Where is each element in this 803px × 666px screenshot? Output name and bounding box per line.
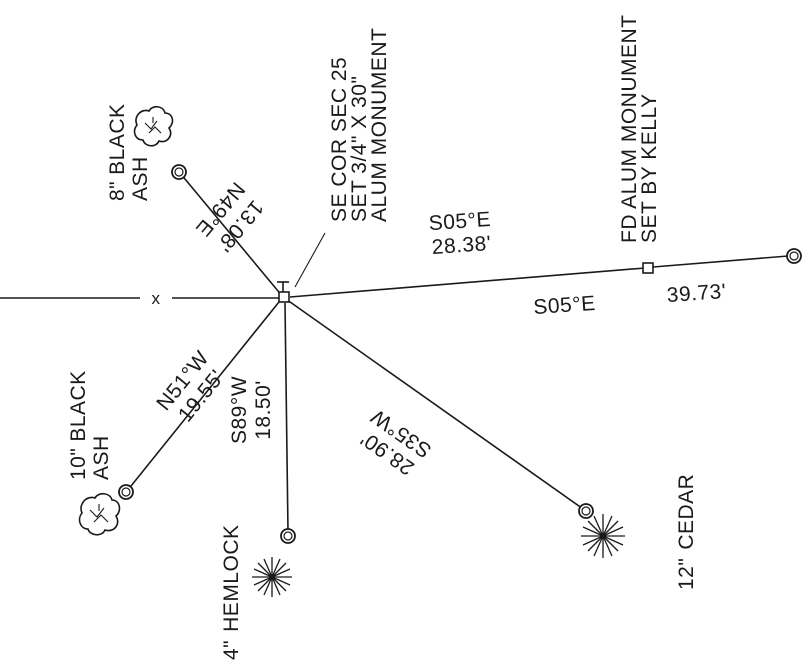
tree-species-line-2: ASH [90, 435, 113, 480]
monument-leader-line [294, 232, 326, 288]
deciduous-tree-icon [133, 105, 174, 147]
deciduous-tree-icon [78, 492, 121, 536]
conifer-tree-icon [252, 557, 292, 597]
svg-text:10"BLACK: 10" BLACK [67, 370, 90, 480]
section-line: x [0, 289, 283, 308]
course-label-beyond: 39.73' [666, 280, 727, 307]
monument-label-line-3: ALUM MONUMENT [368, 28, 391, 222]
course-label-hemlock: S89°W 18.50' [228, 376, 275, 444]
tree-label-black-ash-8: 8" BLACK ASH [106, 103, 152, 201]
tie-line-hemlock [284, 302, 289, 533]
course-distance: 18.50' [252, 380, 275, 440]
found-monument-symbol [642, 262, 654, 274]
found-monument-label-line-2: SET BY KELLY [638, 93, 661, 243]
tree-species: BLACK [67, 370, 90, 441]
tree-species: BLACK [106, 103, 129, 174]
tie-line-black-ash-8 [179, 172, 284, 298]
tree-species-line-2: ASH [129, 156, 152, 201]
tree-location-circle [171, 164, 187, 180]
tie-line-found-monument [289, 267, 646, 298]
tree-location-circle [578, 503, 594, 519]
course-bearing: S89°W [228, 376, 251, 444]
found-monument-label-line-1: FD ALUM MONUMENT [618, 15, 641, 244]
found-monument-label: FD ALUM MONUMENT SET BY KELLY [618, 15, 661, 244]
tree-label-hemlock: 4" HEMLOCK [220, 525, 243, 661]
tree-location-circle [118, 484, 134, 500]
tree-species: CEDAR [675, 474, 698, 550]
tie-line-beyond [652, 255, 789, 268]
course-distance: 39.73' [666, 280, 727, 307]
tree-size: 8" [106, 181, 129, 201]
conifer-tree-icon [581, 514, 625, 558]
course-bearing: S05°E [428, 208, 492, 235]
monument-label: SE COR SEC 25 SET 3/4" X 30" ALUM MONUME… [328, 28, 391, 222]
course-distance: 28.38' [431, 232, 492, 259]
svg-text:12"CEDAR: 12" CEDAR [675, 474, 698, 590]
tree-location-circle [280, 528, 296, 544]
monument-label-line-1: SE COR SEC 25 [328, 57, 351, 222]
svg-text:8"BLACK: 8" BLACK [106, 103, 129, 201]
tree-size: 4" [220, 640, 243, 660]
course-label-bearing-below: S05°E [533, 292, 597, 319]
tree-size: 10" [67, 448, 90, 480]
course-label-black-ash-8: N49°E 13.08' [191, 177, 268, 256]
monument-label-line-2: SET 3/4" X 30" [348, 76, 371, 222]
tree-label-cedar: 12" CEDAR [675, 474, 698, 590]
tie-line-black-ash-10 [126, 296, 284, 492]
tie-line-cedar [282, 296, 587, 512]
course-label-found-monument: S05°E 28.38' [428, 208, 492, 259]
tree-size: 12" [675, 558, 698, 590]
tree-label-black-ash-10: 10" BLACK ASH [67, 370, 113, 480]
course-label-black-ash-10: N51°W 19.55' [152, 347, 229, 427]
point-circle [786, 248, 802, 264]
course-label-cedar: S35°W 28.90' [357, 404, 436, 479]
monument-symbol [277, 281, 290, 303]
cross-mark: x [152, 289, 161, 308]
course-bearing: S05°E [533, 292, 597, 319]
tree-species: HEMLOCK [220, 525, 243, 632]
svg-text:4"HEMLOCK: 4" HEMLOCK [220, 525, 243, 661]
